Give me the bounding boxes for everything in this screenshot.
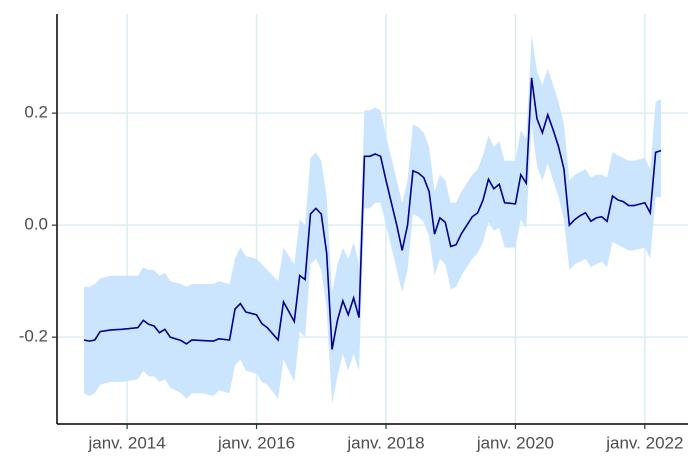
x-tick-label: janv. 2022 bbox=[605, 433, 683, 452]
y-tick-label: 0.0 bbox=[24, 215, 48, 234]
x-tick-label: janv. 2018 bbox=[346, 433, 424, 452]
confidence-band bbox=[83, 34, 662, 405]
y-tick-label: 0.2 bbox=[24, 103, 48, 122]
x-tick-label: janv. 2016 bbox=[217, 433, 295, 452]
x-tick-label: janv. 2014 bbox=[88, 433, 166, 452]
x-tick-label: janv. 2020 bbox=[476, 433, 554, 452]
line bbox=[83, 77, 662, 350]
y-tick-label: -0.2 bbox=[19, 327, 48, 346]
